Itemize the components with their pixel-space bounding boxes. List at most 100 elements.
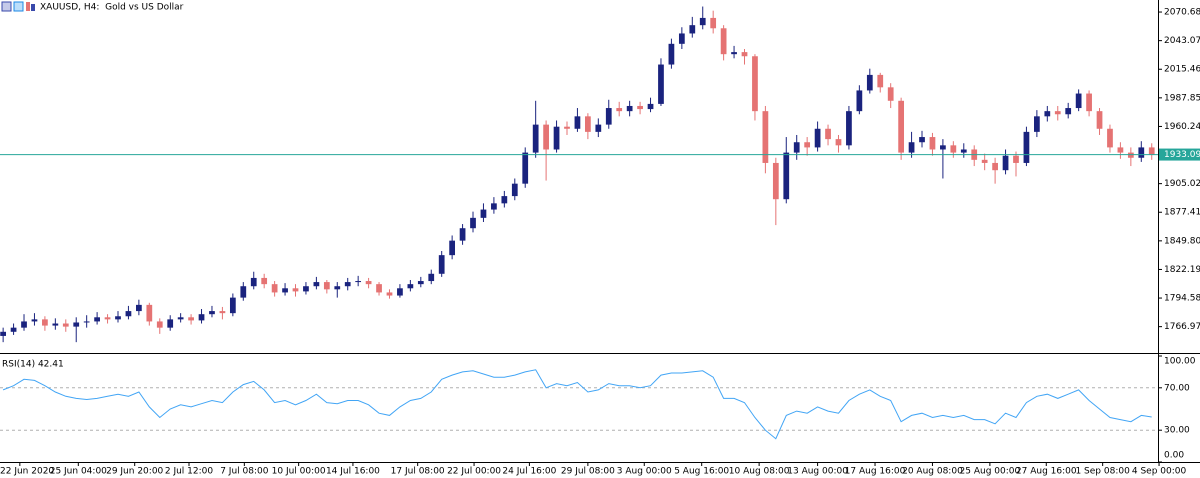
candle-body (397, 288, 403, 296)
candle-body (355, 281, 362, 283)
candle-body (115, 316, 121, 320)
candle-body (814, 128, 821, 148)
candle-body (42, 319, 48, 326)
candle-body (83, 321, 90, 323)
icon (26, 2, 30, 11)
y-tick-label: 2070.68 (1164, 8, 1200, 18)
x-tick-label: 20 Aug 08:00 (902, 467, 963, 477)
candle-body (1013, 155, 1019, 163)
candle-body (1075, 93, 1082, 109)
x-tick-label: 17 Jul 08:00 (391, 467, 445, 477)
candle-body (250, 277, 257, 287)
indicator-title: RSI(14) 42.41 (2, 360, 64, 370)
candle-body (1044, 111, 1051, 117)
candle-body (198, 314, 205, 321)
indicator-y-tick-label: 70.00 (1164, 383, 1190, 393)
candle-body (908, 142, 915, 153)
x-tick-label: 10 Aug 08:00 (729, 467, 790, 477)
candle-body (595, 124, 602, 132)
x-tick-label: 29 Jul 08:00 (561, 467, 615, 477)
candle-body (752, 56, 758, 112)
candle-body (1138, 147, 1145, 158)
candle-body (240, 286, 247, 298)
candle-body (62, 323, 69, 327)
candle-body (428, 273, 435, 282)
candle-body (31, 319, 38, 322)
current-price-label: 1933.09 (1164, 150, 1200, 160)
candle-body (177, 317, 184, 320)
candle-body (846, 111, 852, 146)
candle-body (658, 64, 664, 104)
candle-body (741, 52, 748, 57)
y-tick-label: 1822.19 (1164, 265, 1200, 275)
candle-body (1002, 155, 1009, 171)
candle-body (10, 327, 17, 332)
x-tick-label: 17 Aug 16:00 (845, 467, 906, 477)
y-tick-label: 1877.41 (1164, 208, 1200, 218)
y-tick-label: 2015.46 (1164, 65, 1200, 75)
candle-body (919, 137, 925, 143)
candle-body (0, 331, 7, 336)
candle-body (825, 128, 831, 140)
candle-body (856, 90, 863, 112)
candle-body (647, 103, 654, 110)
candle-body (950, 145, 957, 153)
candle-body (940, 145, 946, 150)
candle-body (772, 162, 779, 200)
candle-body (605, 108, 612, 125)
y-tick-label: 2043.07 (1164, 36, 1200, 46)
x-tick-label: 4 Sep 00:00 (1132, 467, 1187, 477)
x-tick-label: 13 Aug 00:00 (787, 467, 848, 477)
candle-body (511, 183, 518, 197)
candle-body (282, 288, 288, 293)
candle-body (1023, 131, 1030, 163)
candle-body (459, 228, 466, 241)
x-tick-label: 2 Jul 12:00 (165, 467, 214, 477)
candle-body (21, 321, 27, 328)
x-tick-label: 27 Aug 16:00 (1016, 467, 1077, 477)
candle-body (407, 284, 414, 289)
candle-body (793, 142, 800, 153)
candle-body (292, 288, 299, 292)
candle-body (668, 43, 675, 65)
x-tick-label: 22 Jul 00:00 (447, 467, 501, 477)
candle-body (344, 282, 351, 287)
x-tick-label: 5 Aug 16:00 (674, 467, 729, 477)
candle-body (1148, 147, 1155, 155)
candle-body (1107, 128, 1113, 148)
candle-body (929, 137, 936, 150)
candle-body (981, 159, 988, 163)
candle-body (1065, 108, 1072, 115)
candle-body (866, 74, 873, 91)
indicator-y-tick-label: 30.00 (1164, 426, 1190, 436)
candle-body (146, 304, 153, 322)
candle-body (637, 105, 643, 110)
candle-body (219, 311, 226, 314)
candle-body (167, 319, 174, 328)
candle-body (835, 139, 842, 146)
icon (31, 4, 35, 11)
candle-body (303, 286, 309, 292)
candle-body (678, 33, 685, 44)
x-tick-label: 29 Jun 20:00 (106, 467, 163, 477)
candle-body (960, 149, 967, 153)
candle-body (104, 317, 111, 320)
candle-body (480, 209, 487, 218)
candle-body (271, 284, 278, 293)
candle-body (731, 52, 737, 55)
y-tick-label: 1849.80 (1164, 236, 1200, 246)
candle-body (417, 281, 424, 285)
candle-body (94, 317, 100, 322)
candle-body (720, 28, 727, 55)
candle-body (898, 100, 905, 153)
candle-body (616, 108, 623, 112)
candle-body (1096, 111, 1103, 129)
candle-body (804, 142, 811, 148)
candle-body (543, 124, 549, 150)
x-tick-label: 25 Jun 04:00 (50, 467, 107, 477)
x-tick-label: 24 Jul 16:00 (502, 467, 556, 477)
candle-body (125, 311, 132, 317)
